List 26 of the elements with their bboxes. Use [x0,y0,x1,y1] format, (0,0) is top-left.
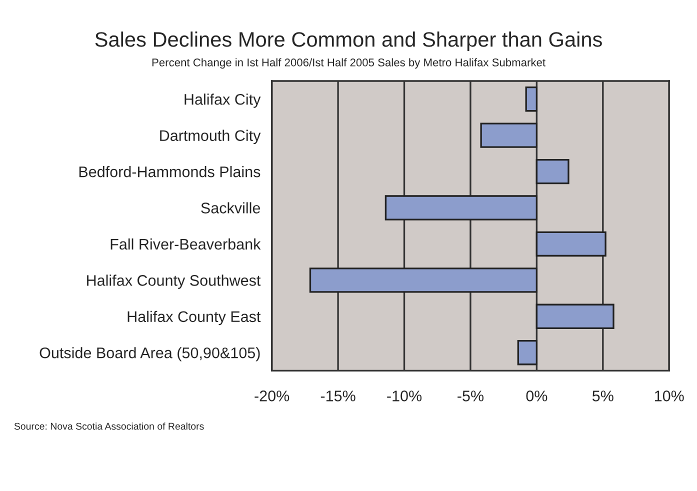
bar [536,231,606,257]
bar [536,158,570,184]
x-tick-label: -15% [320,390,356,402]
source-note: Source: Nova Scotia Association of Realtors [14,422,204,430]
y-tick-label: Outside Board Area (50,90&105) [40,347,260,362]
bar [517,340,538,366]
x-tick-label: -10% [387,390,422,402]
x-tick-label: 5% [592,390,614,402]
bar [384,195,538,220]
y-tick-label: Halifax City [184,94,261,108]
bar [480,122,538,148]
y-tick-label: Bedford-Hammonds Plains [79,166,260,178]
y-tick-label: Halifax County East [128,310,261,326]
y-tick-label: Fall River-Beaverbank [110,238,261,250]
x-tick-label: 0% [526,390,548,402]
bar [525,86,538,112]
x-tick-label: 10% [654,390,684,402]
bar [309,268,538,293]
y-tick-label: Sackville [201,202,260,214]
chart-title: Sales Declines More Common and Sharper than Gains [95,32,602,51]
chart-subtitle: Percent Change in Ist Half 2006/Ist Half 2005 Sales by Metro Halifax Submarket [152,58,546,69]
y-tick-label: Dartmouth City [160,130,261,144]
y-tick-label: Halifax County Southwest [87,274,261,289]
x-tick-label: -20% [254,390,290,402]
bar [536,304,614,329]
x-tick-label: -5% [458,390,484,402]
